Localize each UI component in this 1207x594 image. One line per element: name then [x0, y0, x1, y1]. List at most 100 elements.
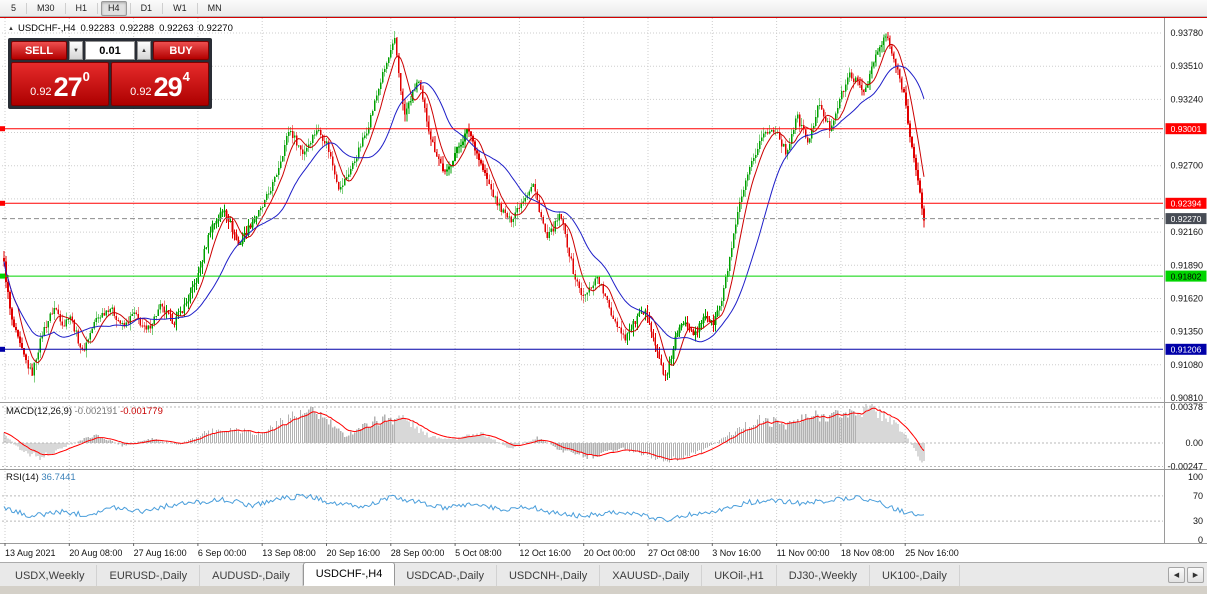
timeframe-toolbar: 5 M30 H1 H4 D1 W1 MN	[0, 0, 1207, 17]
timeframe-w1-button[interactable]: W1	[166, 1, 194, 16]
svg-text:0.90810: 0.90810	[1170, 393, 1203, 403]
timeframe-5-button[interactable]: 5	[4, 1, 23, 16]
collapse-chart-icon[interactable]: ▲	[8, 25, 14, 32]
one-click-trading-panel: SELL ▼ ▲ BUY 0.92 27 0 0.92 29 4	[8, 38, 212, 109]
rsi-line	[3, 493, 925, 523]
price-axis-labels: 0.90810 0.91080 0.91350 0.91620 0.91890 0.921…	[1170, 28, 1203, 403]
tab-usdcnh-daily[interactable]: USDCNH-,Daily	[497, 565, 601, 586]
tabs-scroll-right-button[interactable]: ▶	[1187, 567, 1204, 583]
ma-fast-line	[3, 43, 925, 366]
chart-tabbar: USDX,Weekly EURUSD-,Daily AUDUSD-,Daily …	[0, 562, 1207, 586]
tab-dj30-weekly[interactable]: DJ30-,Weekly	[777, 565, 871, 586]
toolbar-separator	[64, 2, 66, 14]
svg-text:0.91802: 0.91802	[1171, 271, 1202, 281]
ohlc-close: 0.92270	[198, 23, 233, 34]
one-click-price-row: 0.92 27 0 0.92 29 4	[11, 62, 209, 106]
timeframe-h4-button[interactable]: H4	[101, 0, 127, 16]
rsi-label: RSI(14) 36.7441	[6, 472, 76, 483]
svg-text:13 Aug 2021: 13 Aug 2021	[5, 548, 56, 558]
timeframe-m30-button[interactable]: M30	[30, 1, 62, 16]
svg-text:0.91890: 0.91890	[1170, 260, 1203, 270]
svg-text:0.92394: 0.92394	[1171, 199, 1202, 209]
timeframe-d1-button[interactable]: D1	[134, 1, 160, 16]
svg-text:6 Sep 00:00: 6 Sep 00:00	[198, 548, 247, 558]
svg-text:25 Nov 16:00: 25 Nov 16:00	[905, 548, 959, 558]
rsi-pane: 100 70 30 0 RSI(14) 36.7441	[2, 472, 1203, 545]
svg-text:27 Oct 08:00: 27 Oct 08:00	[648, 548, 700, 558]
svg-text:0.92160: 0.92160	[1170, 227, 1203, 237]
toolbar-separator	[196, 2, 198, 14]
buy-price-big: 29	[153, 72, 183, 103]
chart-window[interactable]: 0.90810 0.91080 0.91350 0.91620 0.91890 0.921…	[0, 18, 1207, 562]
svg-text:0.93510: 0.93510	[1170, 61, 1203, 71]
svg-text:70: 70	[1193, 491, 1203, 501]
svg-text:28 Sep 00:00: 28 Sep 00:00	[391, 548, 445, 558]
svg-text:0.91350: 0.91350	[1170, 327, 1203, 337]
svg-text:12 Oct 16:00: 12 Oct 16:00	[519, 548, 571, 558]
svg-text:0.00: 0.00	[1185, 438, 1203, 448]
timeframe-h1-button[interactable]: H1	[69, 1, 95, 16]
svg-text:13 Sep 08:00: 13 Sep 08:00	[262, 548, 316, 558]
pane-separators[interactable]	[0, 18, 1207, 544]
toolbar-separator	[129, 2, 131, 14]
macd-signal-line	[3, 407, 925, 461]
svg-text:0.93240: 0.93240	[1170, 94, 1203, 104]
tab-uk100-daily[interactable]: UK100-,Daily	[870, 565, 960, 586]
spinner-down-icon: ▼	[73, 47, 79, 54]
svg-text:5 Oct 08:00: 5 Oct 08:00	[455, 548, 502, 558]
svg-text:0.00378: 0.00378	[1170, 402, 1203, 412]
toolbar-separator	[26, 2, 28, 14]
toolbar-separator	[97, 2, 99, 14]
tab-usdchf-h4[interactable]: USDCHF-,H4	[302, 562, 396, 586]
svg-text:-0.00247: -0.00247	[1167, 462, 1203, 472]
buy-price-button[interactable]: 0.92 29 4	[111, 62, 209, 106]
svg-text:0.93780: 0.93780	[1170, 28, 1203, 38]
svg-text:20 Aug 08:00: 20 Aug 08:00	[69, 548, 122, 558]
volume-input[interactable]	[85, 41, 135, 60]
chart-symbol-period: USDCHF-,H4	[17, 23, 76, 34]
timeframe-mn-button[interactable]: MN	[201, 1, 229, 16]
buy-price-sup: 4	[182, 69, 190, 84]
buy-button[interactable]: BUY	[153, 41, 209, 60]
sell-price-big: 27	[53, 72, 83, 103]
time-axis-labels: 13 Aug 2021 20 Aug 08:00 27 Aug 16:00 6 Sep…	[4, 543, 959, 558]
ma-slow-line	[3, 65, 925, 343]
svg-text:0: 0	[1198, 535, 1203, 545]
toolbar-separator	[162, 2, 164, 14]
chart-title: ▲ USDCHF-,H4 0.92283 0.92288 0.92263 0.9…	[8, 23, 233, 34]
sell-price-sup: 0	[82, 69, 90, 84]
volume-increase-button[interactable]: ▲	[137, 41, 151, 60]
tab-ukoil-h1[interactable]: UKOil-,H1	[702, 565, 777, 586]
sell-button[interactable]: SELL	[11, 41, 67, 60]
active-chart-border	[0, 17, 1207, 18]
candles	[3, 30, 925, 383]
tab-audusd-daily[interactable]: AUDUSD-,Daily	[200, 565, 303, 586]
tabs-scroll-left-button[interactable]: ◀	[1168, 567, 1185, 583]
sell-price-prefix: 0.92	[30, 86, 52, 98]
tab-eurusd-daily[interactable]: EURUSD-,Daily	[97, 565, 201, 586]
chart-canvas[interactable]: 0.908100.910800.913500.916200.918900.921…	[0, 18, 1207, 562]
svg-text:100: 100	[1188, 472, 1203, 482]
svg-text:27 Aug 16:00: 27 Aug 16:00	[134, 548, 187, 558]
svg-text:30: 30	[1193, 516, 1203, 526]
ohlc-low: 0.92263	[159, 23, 194, 34]
macd-pane: 0.00378 0.00 -0.00247 MACD(12,26,9) -0.0021…	[2, 402, 1203, 472]
svg-text:11 Nov 00:00: 11 Nov 00:00	[777, 548, 830, 558]
tab-scroll-buttons: ◀ ▶	[1168, 567, 1204, 586]
svg-text:20 Sep 16:00: 20 Sep 16:00	[327, 548, 381, 558]
svg-text:0.93001: 0.93001	[1171, 124, 1202, 134]
tab-usdx-weekly[interactable]: USDX,Weekly	[3, 565, 98, 586]
svg-text:0.92270: 0.92270	[1171, 214, 1202, 224]
svg-text:0.91206: 0.91206	[1171, 345, 1202, 355]
sell-price-button[interactable]: 0.92 27 0	[11, 62, 109, 106]
horizontal-lines[interactable]	[0, 126, 1163, 352]
price-tags: 0.93001 0.92394 0.92270 0.91802 0.91206	[1165, 123, 1207, 355]
tab-usdcad-daily[interactable]: USDCAD-,Daily	[394, 565, 497, 586]
volume-decrease-button[interactable]: ▼	[69, 41, 83, 60]
tab-xauusd-daily[interactable]: XAUUSD-,Daily	[600, 565, 703, 586]
ohlc-open: 0.92283	[80, 23, 115, 34]
ohlc-high: 0.92288	[119, 23, 155, 34]
macd-label: MACD(12,26,9) -0.002191 -0.001779	[6, 406, 163, 417]
svg-text:18 Nov 08:00: 18 Nov 08:00	[841, 548, 895, 558]
